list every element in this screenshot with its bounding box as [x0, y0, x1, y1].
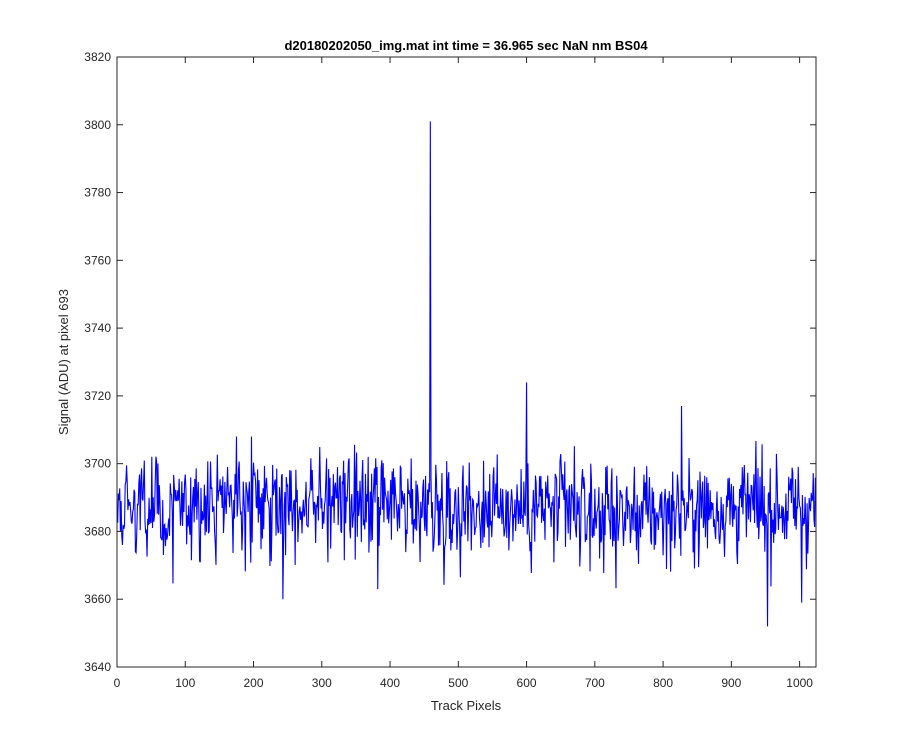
x-tick-label: 800 — [653, 676, 673, 690]
y-axis-ticks: 3640 3660 3680 3700 3720 3740 3760 3780 3800 3820 — [84, 50, 816, 674]
x-tick-label: 1000 — [786, 676, 813, 690]
x-axis-ticks: 0 100 200 300 400 500 600 700 800 900 1000 — [114, 57, 813, 690]
x-tick-label: 0 — [114, 676, 121, 690]
x-tick-label: 900 — [721, 676, 741, 690]
y-tick-label: 3700 — [84, 457, 111, 471]
y-tick-label: 3760 — [84, 253, 111, 267]
x-tick-label: 600 — [517, 676, 537, 690]
y-tick-label: 3740 — [84, 321, 111, 335]
y-tick-label: 3680 — [84, 524, 111, 538]
y-tick-label: 3720 — [84, 389, 111, 403]
x-axis-label: Track Pixels — [431, 698, 502, 713]
series-layer — [116, 121, 816, 627]
x-tick-label: 400 — [380, 676, 400, 690]
signal-line — [116, 121, 816, 627]
y-axis-label: Signal (ADU) at pixel 693 — [56, 289, 71, 435]
y-tick-label: 3640 — [84, 660, 111, 674]
x-tick-label: 200 — [244, 676, 264, 690]
y-tick-label: 3780 — [84, 186, 111, 200]
y-tick-label: 3800 — [84, 118, 111, 132]
x-tick-label: 300 — [312, 676, 332, 690]
plot-area — [117, 57, 816, 667]
x-tick-label: 700 — [585, 676, 605, 690]
x-tick-label: 100 — [175, 676, 195, 690]
chart-title: d20180202050_img.mat int time = 36.965 s… — [284, 38, 648, 53]
y-tick-label: 3660 — [84, 592, 111, 606]
x-tick-label: 500 — [448, 676, 468, 690]
y-tick-label: 3820 — [84, 50, 111, 64]
plot-frame — [116, 56, 817, 668]
